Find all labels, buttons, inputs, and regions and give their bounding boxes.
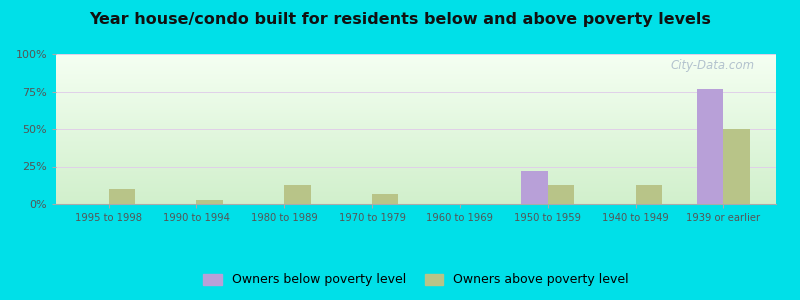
Legend: Owners below poverty level, Owners above poverty level: Owners below poverty level, Owners above… bbox=[197, 267, 635, 293]
Bar bbox=[522, 171, 548, 204]
Text: City-Data.com: City-Data.com bbox=[670, 58, 754, 71]
Bar bbox=[548, 184, 574, 204]
Bar bbox=[723, 129, 750, 204]
Bar bbox=[372, 194, 398, 204]
Bar bbox=[697, 88, 723, 204]
Bar bbox=[284, 184, 310, 204]
Bar bbox=[109, 189, 135, 204]
Bar bbox=[635, 184, 662, 204]
Text: Year house/condo built for residents below and above poverty levels: Year house/condo built for residents bel… bbox=[89, 12, 711, 27]
Bar bbox=[197, 200, 223, 204]
